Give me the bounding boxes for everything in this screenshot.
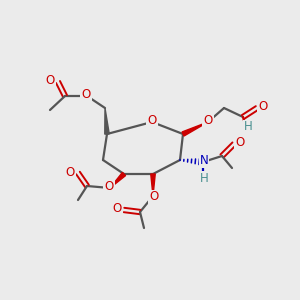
Polygon shape — [105, 108, 109, 134]
Polygon shape — [182, 122, 208, 136]
Text: H: H — [200, 172, 208, 184]
Text: O: O — [147, 115, 157, 128]
Text: O: O — [149, 190, 159, 203]
Text: O: O — [81, 88, 91, 101]
Polygon shape — [110, 172, 126, 188]
Text: O: O — [112, 202, 122, 215]
Text: O: O — [65, 166, 75, 178]
Text: O: O — [258, 100, 268, 113]
Polygon shape — [151, 174, 155, 196]
Text: O: O — [236, 136, 244, 149]
Text: O: O — [203, 115, 213, 128]
Text: N: N — [200, 154, 208, 167]
Text: H: H — [244, 121, 252, 134]
Text: O: O — [45, 74, 55, 88]
Text: O: O — [104, 181, 114, 194]
